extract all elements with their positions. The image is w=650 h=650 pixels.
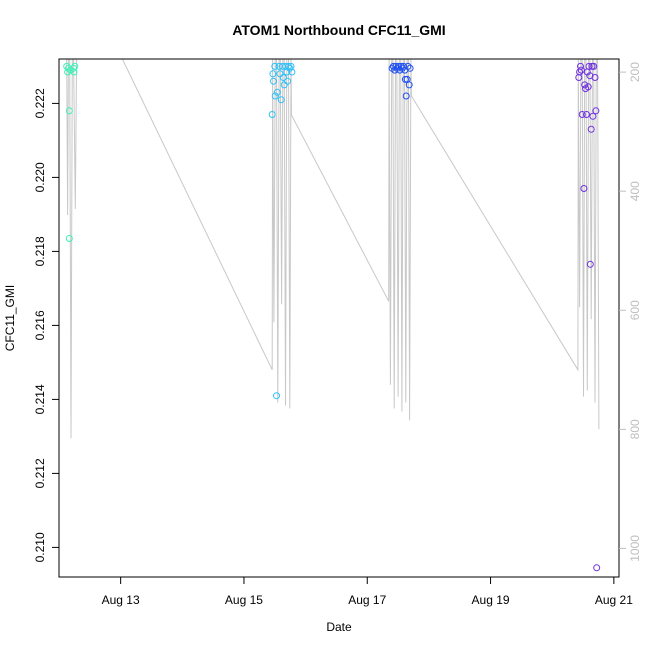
y-axis-left: 0.210 0.212 0.214 0.216 0.218 0.220 0.222 [33,88,59,562]
data-point [577,66,585,74]
y-tick-label: 0.222 [33,88,47,118]
data-point [402,92,410,100]
data-point [580,185,588,192]
y2-tick-label: 200 [628,62,642,82]
y-tick-label: 0.220 [33,162,47,192]
x-tick-label: Aug 17 [348,593,386,607]
y-tick-label: 0.212 [33,458,47,488]
data-point [65,235,73,242]
x-tick-label: Aug 15 [225,593,263,607]
data-point [395,62,402,70]
data-point [65,107,73,115]
y-tick-label: 0.218 [33,236,47,266]
data-point [578,111,586,118]
data-point [589,112,597,120]
x-tick-label: Aug 19 [472,593,510,607]
data-points-layer [63,62,601,572]
data-point [590,62,598,70]
data-point [585,62,593,70]
chart-title: ATOM1 Northbound CFC11_GMI [232,22,445,38]
y-axis-right: 200 400 600 800 1000 [619,62,642,562]
data-point [389,62,397,70]
data-point [583,111,590,118]
data-point [271,92,279,100]
data-point [392,62,400,70]
x-axis-label: Date [326,620,352,634]
data-point [587,125,595,133]
y-tick-label: 0.216 [33,310,47,340]
data-point [273,392,280,400]
data-point [397,62,405,70]
data-point [284,77,292,85]
data-point [586,260,594,268]
data-point [268,111,276,118]
data-point [279,74,287,81]
data-point [277,96,285,104]
data-point [400,62,408,70]
data-point [404,62,412,70]
pressure-trace-line [66,58,600,439]
x-tick-label: Aug 13 [102,593,140,607]
series-1 [63,62,79,242]
data-point [406,64,414,72]
data-point [584,83,592,91]
y2-tick-label: 400 [628,181,642,201]
data-point [577,62,584,70]
plot-frame [58,58,620,578]
data-point [271,62,279,70]
x-tick-label: Aug 21 [595,593,633,607]
data-point [405,81,413,89]
series-2 [268,62,296,400]
y2-tick-label: 800 [628,419,642,439]
y2-tick-label: 1000 [628,535,642,562]
data-point [285,62,292,70]
data-point [288,68,296,76]
series-4 [575,62,601,572]
series-3 [388,62,414,100]
x-axis: Aug 13 Aug 15 Aug 17 Aug 19 Aug 21 [102,577,633,607]
data-point [593,564,601,572]
data-point [286,64,294,72]
y-tick-label: 0.214 [33,384,47,414]
data-point [592,107,600,115]
y-axis-label: CFC11_GMI [3,285,17,351]
y2-tick-label: 600 [628,300,642,320]
pressure-trace-layer [66,58,600,439]
data-point [71,62,79,70]
data-point [273,88,281,96]
data-point [70,64,78,72]
data-point [64,64,72,72]
data-point [269,70,277,78]
y-tick-label: 0.210 [33,532,47,562]
data-point [581,81,589,89]
data-point [591,74,599,81]
data-point [270,77,277,85]
